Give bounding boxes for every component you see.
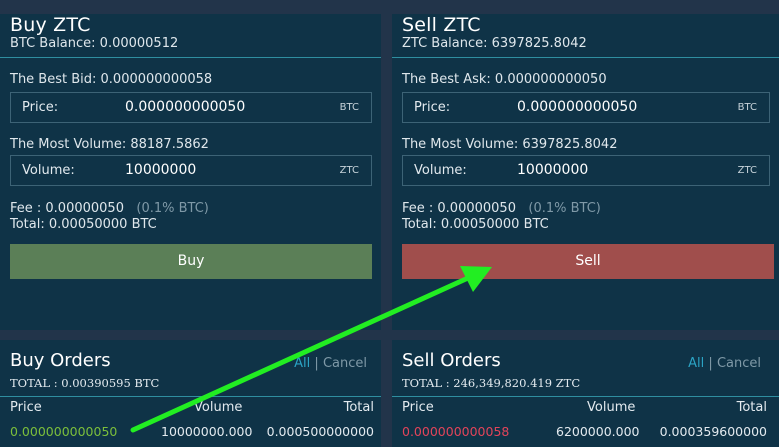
buy-orders-cancel-link[interactable]: Cancel [322,356,367,371]
buy-panel: Buy ZTC BTC Balance: 0.00000512 The Best… [0,14,381,330]
buy-orders-link-separator: | [314,356,319,371]
sell-order-volume[interactable]: 6200000.000 [556,424,640,439]
buy-orders-title: Buy Orders [10,350,111,371]
buy-order-volume[interactable]: 10000000.000 [161,424,253,439]
buy-fee-pct: (0.1% BTC) [136,201,209,216]
sell-balance: ZTC Balance: 6397825.8042 [402,36,587,51]
sell-price-field[interactable]: Price: 0.000000000050 BTC [402,92,770,123]
sell-orders-total: TOTAL : 246,349,820.419 ZTC [402,376,581,390]
buy-volume-label: Volume: [22,163,75,178]
buy-orders-total: TOTAL : 0.00390595 BTC [10,376,160,390]
sell-volume-unit: ZTC [737,165,757,176]
sell-divider [392,57,779,58]
buy-price-label: Price: [22,100,59,115]
buy-order-price[interactable]: 0.000000000050 [10,424,118,439]
buy-orders-panel: Buy Orders All | Cancel TOTAL : 0.003905… [0,340,381,447]
buy-volume-unit: ZTC [339,165,359,176]
buy-orders-links: All | Cancel [294,356,367,371]
sell-orders-divider [392,396,779,397]
sell-fee: Fee : 0.00000050 (0.1% BTC) [402,201,601,216]
buy-price-field[interactable]: Price: 0.000000000050 BTC [10,92,372,123]
sell-title: Sell ZTC [402,14,481,36]
buy-balance: BTC Balance: 0.00000512 [10,36,179,51]
buy-volume-field[interactable]: Volume: 10000000 ZTC [10,155,372,186]
sell-orders-all-link[interactable]: All [688,356,705,371]
sell-volume-label: Volume: [414,163,467,178]
sell-button[interactable]: Sell [402,244,774,279]
buy-most-volume[interactable]: The Most Volume: 88187.5862 [10,137,209,152]
buy-orders-all-link[interactable]: All [294,356,311,371]
sell-price-input[interactable]: 0.000000000050 [517,99,638,115]
sell-orders-cancel-link[interactable]: Cancel [716,356,761,371]
buy-orders-divider [0,396,381,397]
buy-divider [0,57,381,58]
buy-price-unit: BTC [339,102,359,113]
buy-button[interactable]: Buy [10,244,372,279]
sell-volume-field[interactable]: Volume: 10000000 ZTC [402,155,770,186]
sell-price-unit: BTC [737,102,757,113]
sell-order-price[interactable]: 0.000000000058 [402,424,510,439]
sell-orders-col-price: Price [402,400,434,415]
best-bid[interactable]: The Best Bid: 0.000000000058 [10,72,213,87]
sell-fee-pct: (0.1% BTC) [528,201,601,216]
buy-price-input[interactable]: 0.000000000050 [125,99,246,115]
sell-fee-value: Fee : 0.00000050 [402,201,516,216]
sell-order-total[interactable]: 0.000359600000 [659,424,767,439]
sell-total: Total: 0.00050000 BTC [402,217,549,232]
best-ask[interactable]: The Best Ask: 0.000000000050 [402,72,607,87]
sell-orders-col-volume: Volume [587,400,636,415]
buy-orders-col-volume: Volume [194,400,243,415]
sell-orders-title: Sell Orders [402,350,501,371]
buy-orders-col-total: Total [343,400,374,415]
sell-panel: Sell ZTC ZTC Balance: 6397825.8042 The B… [392,14,779,330]
buy-total: Total: 0.00050000 BTC [10,217,157,232]
buy-fee-value: Fee : 0.00000050 [10,201,124,216]
buy-fee: Fee : 0.00000050 (0.1% BTC) [10,201,209,216]
buy-volume-input[interactable]: 10000000 [125,162,197,178]
sell-orders-links: All | Cancel [688,356,761,371]
sell-orders-panel: Sell Orders All | Cancel TOTAL : 246,349… [392,340,779,447]
buy-orders-col-price: Price [10,400,42,415]
sell-orders-link-separator: | [708,356,713,371]
sell-most-volume[interactable]: The Most Volume: 6397825.8042 [402,137,618,152]
sell-orders-col-total: Total [736,400,767,415]
sell-volume-input[interactable]: 10000000 [517,162,589,178]
buy-order-total[interactable]: 0.000500000000 [266,424,374,439]
sell-price-label: Price: [414,100,451,115]
buy-title: Buy ZTC [10,14,91,36]
